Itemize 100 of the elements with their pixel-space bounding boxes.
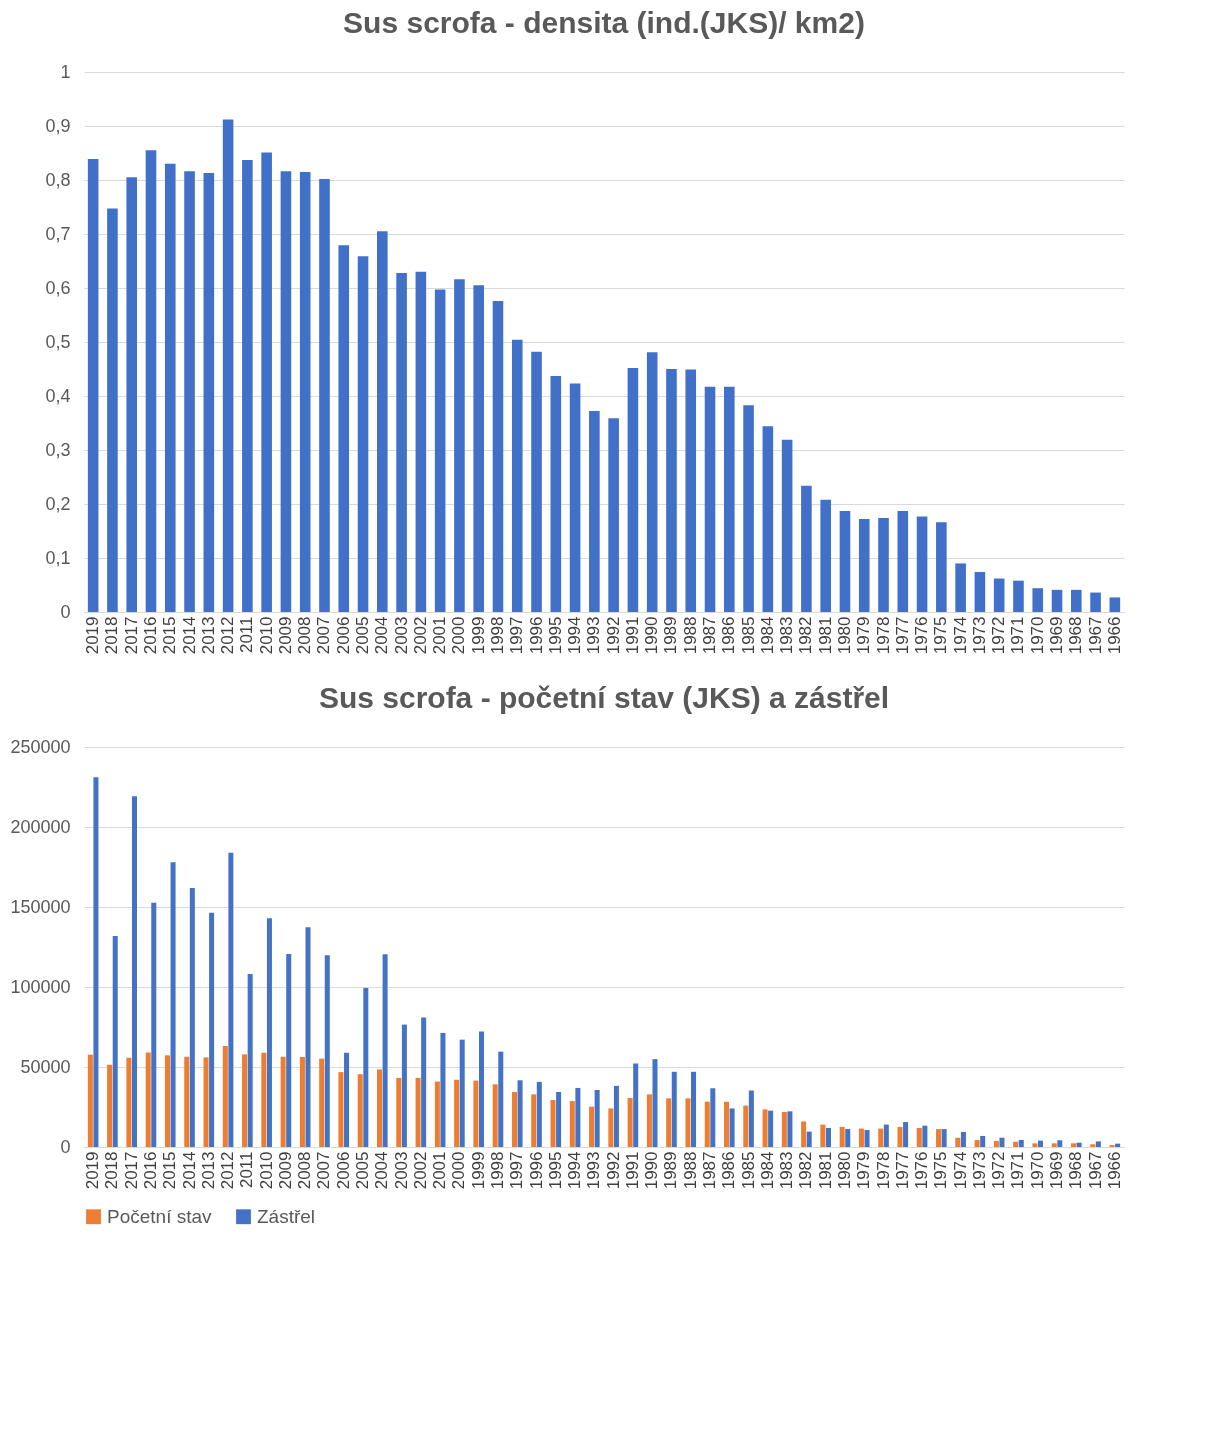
bar [922, 1125, 928, 1147]
bar [845, 1128, 851, 1147]
bar [762, 426, 774, 612]
y-tick-label: 1 [60, 61, 71, 82]
bar [145, 1052, 151, 1147]
bar [748, 1090, 754, 1147]
x-tick-label: 1975 [931, 616, 951, 655]
bar [1070, 1143, 1077, 1147]
x-tick-label: 1966 [1104, 616, 1124, 655]
bar [517, 1080, 523, 1147]
bar [556, 1091, 562, 1147]
bar [396, 1077, 402, 1147]
bar [864, 1130, 870, 1147]
bar [936, 1129, 942, 1147]
bar [781, 1111, 787, 1147]
bar [415, 271, 427, 612]
x-tick-label: 1997 [507, 1151, 527, 1190]
bar [164, 1055, 170, 1147]
x-tick-label: 1981 [815, 1151, 835, 1190]
bar [299, 1057, 305, 1147]
bar [203, 172, 215, 612]
y-tick-label: 100000 [10, 976, 71, 997]
bar [222, 1046, 228, 1147]
bar [613, 1085, 619, 1147]
x-tick-label: 1977 [892, 616, 912, 655]
bar [652, 1059, 658, 1147]
x-tick-label: 2011 [237, 1151, 257, 1189]
x-tick-label: 1987 [700, 1151, 720, 1190]
x-tick-label: 1974 [950, 616, 970, 655]
x-tick-label: 1972 [989, 1151, 1009, 1190]
x-tick-label: 2001 [430, 1151, 450, 1190]
x-tick-label: 2013 [198, 616, 218, 655]
bar [184, 171, 195, 612]
bar [247, 973, 253, 1147]
x-tick-label: 1983 [777, 616, 797, 655]
bar [131, 796, 138, 1147]
x-tick-label: 1990 [642, 1151, 662, 1190]
legend-label: Početní stav [107, 1205, 213, 1227]
x-tick-label: 1974 [950, 1151, 970, 1190]
x-tick-label: 1987 [700, 616, 720, 655]
bar [536, 1081, 542, 1147]
bar [1095, 1141, 1101, 1147]
x-tick-label: 2008 [295, 1151, 315, 1190]
x-tick-label: 2002 [410, 1151, 430, 1190]
x-tick-label: 2011 [237, 616, 257, 654]
bar [434, 289, 446, 612]
x-tick-label: 2003 [391, 616, 411, 655]
x-tick-label: 1984 [757, 1151, 777, 1190]
y-tick-label: 0,2 [45, 493, 71, 514]
bar [242, 1054, 248, 1147]
bar [762, 1109, 768, 1147]
bar [691, 1071, 697, 1147]
x-tick-label: 2001 [430, 616, 450, 655]
bar [459, 1039, 465, 1147]
x-tick-label: 1979 [854, 616, 874, 655]
y-tick-label: 150000 [10, 896, 71, 917]
bar [993, 1141, 999, 1147]
bar [801, 1121, 807, 1147]
bar [184, 1056, 190, 1147]
y-tick-label: 0,7 [45, 223, 71, 244]
x-tick-label: 2018 [102, 1151, 122, 1190]
bar [473, 285, 484, 612]
legend-label: Zástřel [257, 1205, 316, 1227]
bar [1013, 580, 1024, 612]
x-tick-label: 1969 [1047, 1151, 1067, 1190]
x-tick-label: 1972 [989, 616, 1009, 655]
x-tick-label: 1999 [468, 1151, 488, 1190]
x-tick-label: 1969 [1047, 616, 1067, 655]
x-tick-label: 1988 [680, 1151, 700, 1190]
x-tick-label: 2005 [353, 616, 373, 655]
y-tick-label: 200000 [10, 816, 71, 837]
bar [1032, 588, 1044, 612]
bar [222, 119, 234, 612]
bar [280, 1056, 286, 1147]
bar [189, 887, 195, 1147]
x-tick-label: 1967 [1085, 616, 1105, 655]
bar [724, 1101, 730, 1147]
x-tick-label: 1990 [642, 616, 662, 655]
bar [261, 1052, 267, 1147]
y-tick-label: 0,6 [45, 277, 71, 298]
x-tick-label: 1979 [854, 1151, 874, 1190]
bar [511, 339, 523, 612]
x-tick-label: 2008 [295, 616, 315, 655]
bar [107, 208, 118, 612]
x-tick-label: 1989 [661, 616, 681, 655]
bar [266, 918, 272, 1147]
bar [261, 152, 272, 612]
bar [820, 499, 831, 612]
bar [93, 777, 99, 1147]
x-tick-label: 1971 [1008, 616, 1028, 655]
bar [151, 902, 157, 1147]
x-tick-label: 1998 [487, 1151, 507, 1190]
bar [858, 519, 870, 612]
bar [1018, 1139, 1024, 1147]
x-tick-label: 1986 [719, 1151, 739, 1190]
x-tick-label: 2007 [314, 616, 334, 655]
bar [357, 1074, 363, 1147]
bar [478, 1031, 484, 1147]
bar [781, 439, 793, 612]
x-tick-label: 1973 [969, 616, 989, 655]
